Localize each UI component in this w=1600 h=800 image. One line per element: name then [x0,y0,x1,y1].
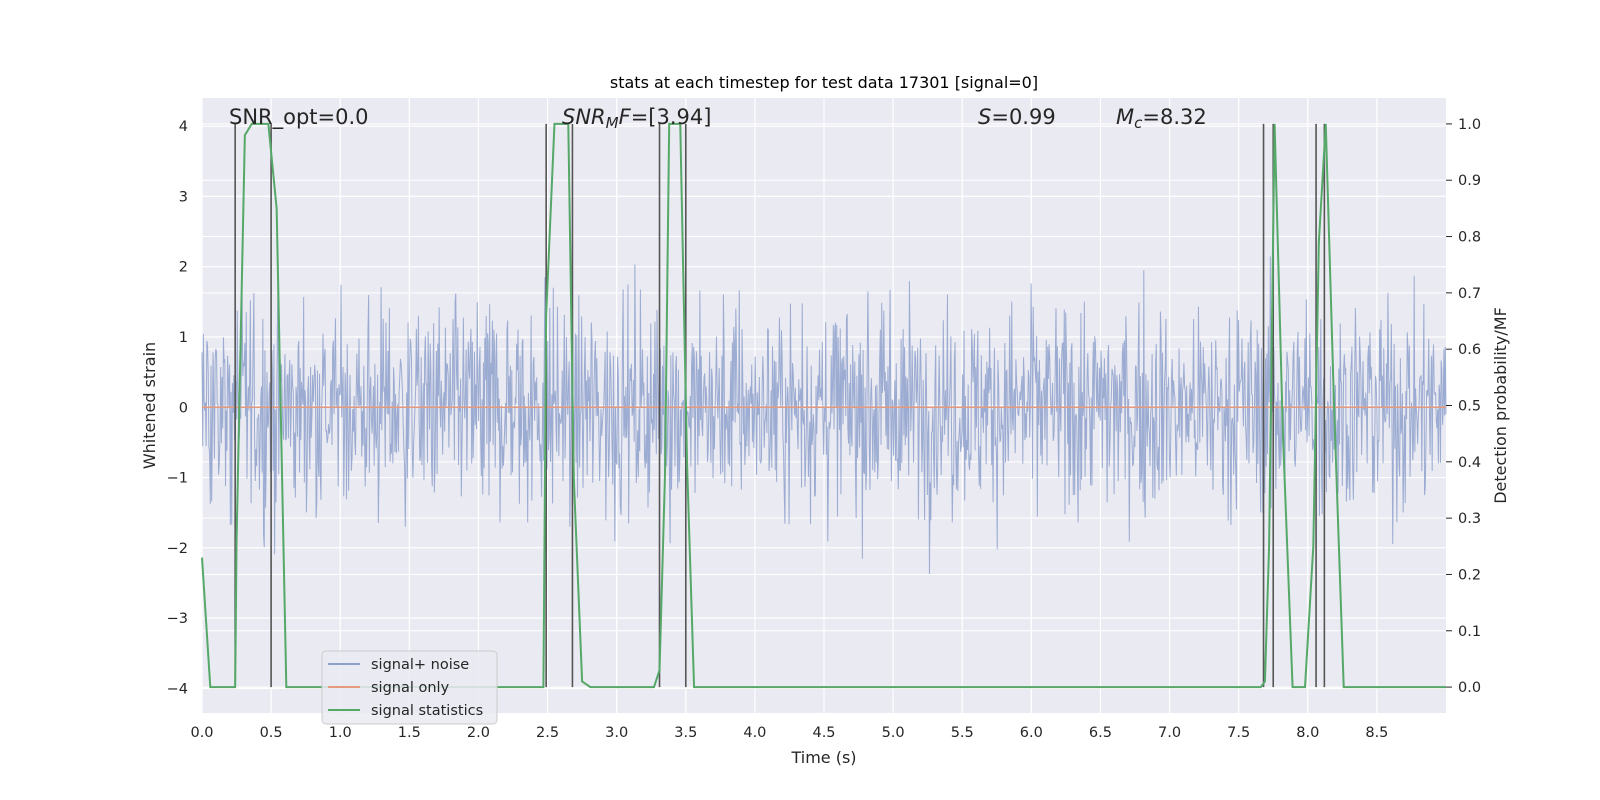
x-tick-labels: 0.0 0.5 1.0 1.5 2.0 2.5 3.0 3.5 4.0 4.5 5.0 5.5 6.0 6… [190,725,1388,741]
annotation-mc: Mc=8.32 [1116,105,1207,132]
x-axis-label: Time (s) [790,748,856,767]
x-tick-label: 7.5 [1227,725,1250,741]
y-tick-labels-right: 1.0 0.9 0.8 0.7 0.6 0.5 0.4 0.3 0.2 0.1 0.0 [1446,117,1481,696]
x-tick-label: 6.5 [1089,725,1112,741]
y-tick-label-left: −3 [167,611,188,627]
annotation-s-symbol: S [978,105,991,129]
y-tick-label-left: 2 [179,260,188,276]
x-tick-label: 6.0 [1020,725,1043,741]
annotation-snr-mf-symbol-2: F [619,105,632,129]
x-tick-label: 0.0 [190,725,213,741]
y-tick-label-right: 0.1 [1458,624,1481,640]
y-axis-label-left: Whitened strain [140,342,159,469]
x-tick-label: 5.0 [882,725,905,741]
y-tick-label-left: −1 [167,471,188,487]
x-tick-label: 5.5 [951,725,974,741]
annotation-snr-opt: SNR_opt=0.0 [229,105,369,130]
y-tick-label-right: 0.5 [1458,399,1481,415]
y-tick-labels-left: 4 3 2 1 0 −1 −2 −3 −4 [167,119,188,697]
annotation-mc-value: =8.32 [1142,105,1206,129]
x-tick-label: 8.5 [1365,725,1388,741]
y-tick-label-left: −4 [167,681,188,697]
x-tick-label: 1.5 [398,725,421,741]
annotation-mc-symbol: M [1116,105,1134,129]
x-tick-label: 4.0 [743,725,766,741]
x-tick-label: 8.0 [1296,725,1319,741]
noise-trace [201,256,1447,575]
grid-lines [201,98,1446,713]
annotation-s-value: =0.99 [991,105,1055,129]
chart-title: stats at each timestep for test data 173… [610,73,1038,92]
annotation-snr-mf: SNRMF=[3.94] [562,105,711,132]
y-tick-label-left: −2 [167,541,188,557]
x-tick-label: 7.0 [1158,725,1181,741]
vertical-markers [234,123,1326,688]
y-tick-label-right: 0.4 [1458,455,1481,471]
legend-box [321,650,498,725]
x-tick-label: 3.0 [605,725,628,741]
y-tick-label-right: 0.6 [1458,342,1481,358]
series-signal-plus-noise [201,256,1447,575]
y-tick-label-right: 0.9 [1458,173,1481,189]
x-tick-label: 3.5 [674,725,697,741]
annotation-s: S=0.99 [978,105,1056,129]
x-tick-label: 4.5 [812,725,835,741]
y-tick-label-right: 1.0 [1458,117,1481,133]
y-tick-label-left: 1 [179,330,188,346]
legend-label-signal-statistics: signal statistics [371,703,483,719]
annotation-snr-mf-symbol: SNR [562,105,606,129]
annotation-mc-subscript: c [1134,114,1143,132]
legend-label-signal-plus-noise: signal+ noise [371,657,469,673]
y-tick-label-right: 0.0 [1458,680,1481,696]
legend-label-signal-only: signal only [371,680,450,696]
x-tick-label: 2.0 [467,725,490,741]
y-tick-label-right: 0.8 [1458,230,1481,246]
y-tick-label-left: 0 [179,400,188,416]
y-tick-label-right: 0.7 [1458,286,1481,302]
x-tick-label: 2.5 [536,725,559,741]
x-tick-label: 0.5 [260,725,283,741]
y-axis-label-right: Detection probability/MF [1491,307,1510,504]
legend: signal+ noise signal only signal statist… [321,650,498,725]
y-tick-label-right: 0.2 [1458,567,1481,583]
x-tick-label: 1.0 [329,725,352,741]
annotation-snr-mf-subscript: M [606,114,619,132]
y-tick-label-left: 3 [179,189,188,205]
y-tick-label-left: 4 [179,119,188,135]
series-signal-statistics-line [201,122,1446,689]
y-tick-label-right: 0.3 [1458,511,1481,527]
annotation-snr-mf-value: =[3.94] [631,105,712,129]
